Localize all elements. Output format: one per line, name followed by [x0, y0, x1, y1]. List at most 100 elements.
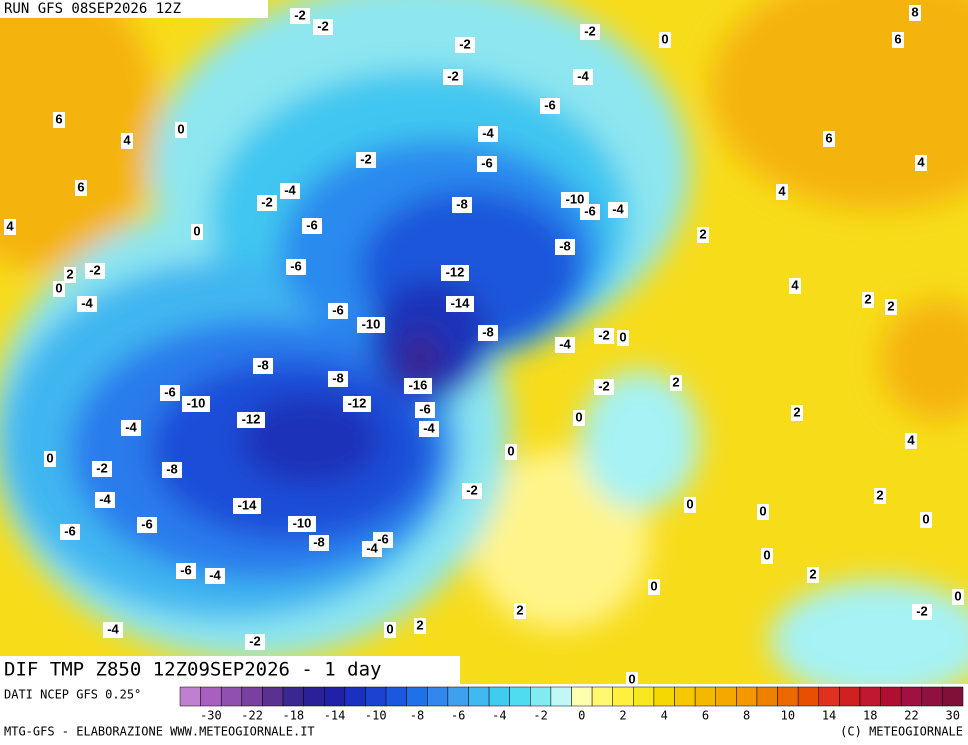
colorbar-tick-label: -10: [365, 709, 387, 723]
contour-label: -6: [377, 531, 389, 546]
label-box: [626, 672, 638, 688]
contour-label: -2: [598, 327, 610, 342]
label-box: [920, 512, 932, 528]
label-box: [92, 461, 112, 477]
label-box: [540, 98, 560, 114]
contour-label: 0: [46, 450, 53, 465]
color-box: [282, 686, 304, 707]
label-box: [85, 263, 105, 279]
color-box: [591, 686, 613, 707]
label-box: [608, 202, 628, 218]
contour-label: -4: [107, 621, 119, 636]
color-box: [715, 686, 737, 707]
contour-label: -4: [577, 68, 589, 83]
label-box: [580, 24, 600, 40]
colorbar-tick-label: -2: [533, 709, 547, 723]
colorbar-tick-label: 0: [578, 709, 585, 723]
colorbar-tick-label: -8: [410, 709, 424, 723]
label-box: [862, 292, 874, 308]
contour-label: -16: [409, 377, 428, 392]
contour-label: -4: [209, 567, 221, 582]
colorbar-tick-label: 8: [743, 709, 750, 723]
contour-label: -8: [456, 196, 468, 211]
contour-label: 4: [123, 132, 131, 147]
label-box: [414, 618, 426, 634]
label-box: [697, 227, 709, 243]
label-box: [478, 126, 498, 142]
colorbar-tick-label: 2: [619, 709, 626, 723]
contour-label: -8: [257, 357, 269, 372]
contour-label: 0: [177, 121, 184, 136]
contour-label: -6: [332, 302, 344, 317]
contour-label: 6: [55, 111, 62, 126]
contour-label: 0: [686, 496, 693, 511]
map-title: DIF TMP Z850 12Z09SEP2026 - 1 day: [4, 659, 382, 681]
contour-label: -4: [125, 419, 137, 434]
label-box: [160, 385, 180, 401]
label-box: [915, 155, 927, 171]
color-box: [344, 686, 366, 707]
label-box: [580, 204, 600, 220]
label-box: [205, 568, 225, 584]
color-box: [427, 686, 449, 707]
contour-label: 0: [650, 578, 657, 593]
contour-label: 2: [672, 374, 679, 389]
label-box: [60, 524, 80, 540]
contour-label: -6: [481, 155, 493, 170]
label-box: [53, 112, 65, 128]
label-box: [404, 378, 432, 394]
contour-label: 6: [825, 130, 832, 145]
colorbar-tick-label: 18: [863, 709, 877, 723]
label-box: [594, 379, 614, 395]
label-box: [659, 32, 671, 48]
color-box: [653, 686, 675, 707]
contour-label: -12: [446, 264, 465, 279]
contour-label: 2: [66, 266, 73, 281]
contour-label: 0: [661, 31, 668, 46]
temperature-field: [0, 0, 968, 684]
contour-label: 0: [759, 503, 766, 518]
contour-label: 4: [791, 277, 799, 292]
label-box: [95, 492, 115, 508]
color-box: [797, 686, 820, 707]
contour-label: 0: [55, 280, 62, 295]
color-box: [880, 686, 902, 707]
contour-label: -8: [559, 238, 571, 253]
contour-label: 0: [628, 671, 635, 686]
color-box: [633, 686, 655, 707]
contour-label: -6: [290, 258, 302, 273]
label-box: [191, 224, 203, 240]
contour-label: -4: [559, 336, 571, 351]
label-box: [75, 180, 87, 196]
color-box: [839, 686, 861, 707]
label-box: [555, 337, 575, 353]
label-box: [286, 259, 306, 275]
contour-label: -14: [451, 295, 471, 310]
color-box: [736, 686, 758, 707]
label-box: [237, 412, 265, 428]
color-box: [571, 686, 593, 707]
label-box: [443, 69, 463, 85]
contour-label: 2: [864, 291, 871, 306]
label-box: [909, 5, 921, 21]
color-box: [509, 686, 531, 707]
label-box: [477, 156, 497, 172]
label-box: [617, 330, 629, 346]
data-source: DATI NCEP GFS 0.25°: [4, 688, 141, 702]
contour-label: -8: [166, 461, 178, 476]
contour-label: -8: [332, 370, 344, 385]
color-box: [385, 686, 407, 707]
contour-label: -14: [238, 497, 258, 512]
contour-label: 2: [793, 404, 800, 419]
contour-label: 2: [516, 602, 523, 617]
contour-label: -2: [89, 262, 101, 277]
label-box: [64, 267, 76, 283]
label-box: [233, 498, 261, 514]
contour-label: 0: [575, 409, 582, 424]
contour-label: -6: [141, 516, 153, 531]
color-box: [179, 686, 201, 707]
label-box: [952, 589, 964, 605]
contour-label: 6: [77, 179, 84, 194]
contour-label: 4: [907, 432, 915, 447]
label-box: [505, 444, 517, 460]
